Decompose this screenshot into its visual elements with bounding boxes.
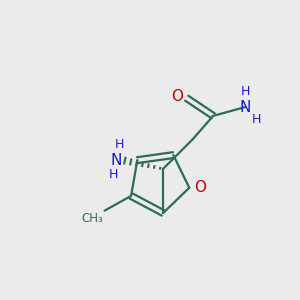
Text: H: H <box>252 113 262 127</box>
Text: O: O <box>195 180 207 195</box>
Text: H: H <box>241 85 250 98</box>
Text: CH₃: CH₃ <box>81 212 103 225</box>
Text: H: H <box>115 138 124 151</box>
Text: N: N <box>240 100 251 115</box>
Text: N: N <box>110 152 122 167</box>
Text: O: O <box>171 89 183 104</box>
Text: H: H <box>109 168 118 181</box>
